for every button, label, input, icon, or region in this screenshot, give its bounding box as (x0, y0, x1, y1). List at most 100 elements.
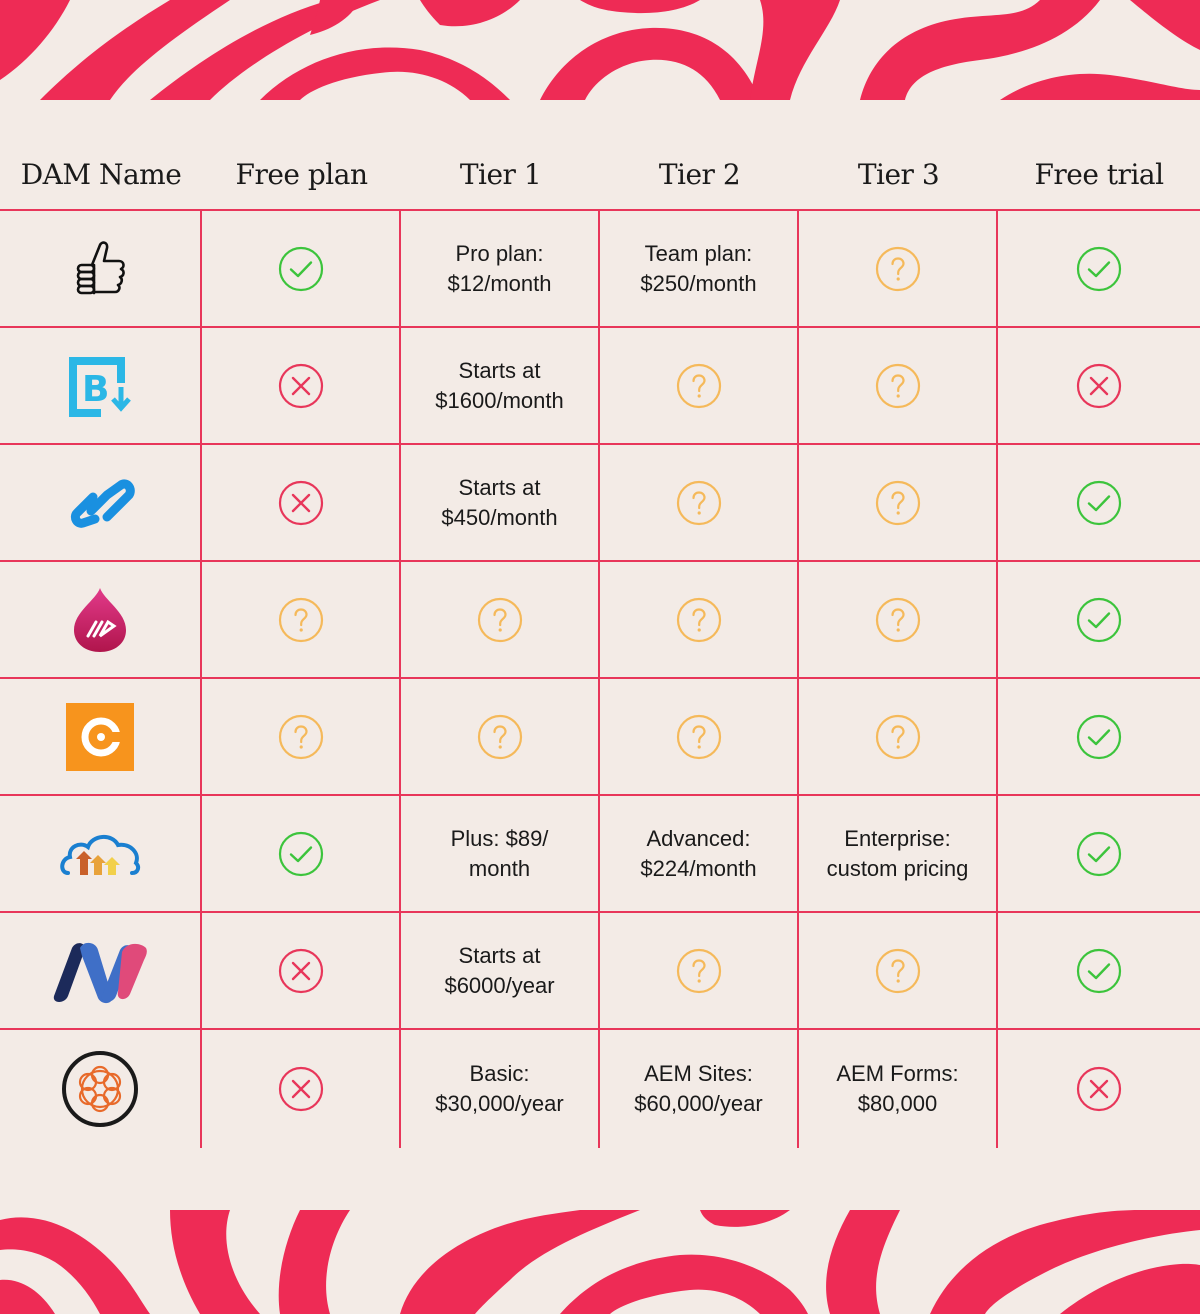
header-dam-name: DAM Name (0, 140, 202, 211)
question-circle-icon (477, 714, 522, 759)
check-circle-icon (1076, 714, 1122, 759)
check-circle-icon (1076, 948, 1122, 993)
table-cell-dam-name (0, 679, 202, 796)
table-cell-free-plan (202, 679, 401, 796)
table-cell-tier-2 (600, 913, 799, 1030)
check-circle-icon (1076, 831, 1122, 876)
table-cell-dam-name (0, 562, 202, 679)
table-cell-tier-1: Pro plan: $12/month (401, 211, 600, 328)
question-circle-icon (875, 480, 920, 525)
x-circle-icon (278, 1066, 323, 1112)
header-free-plan: Free plan (202, 140, 401, 211)
question-circle-icon (875, 714, 920, 759)
thumbs-up-logo (76, 240, 125, 294)
table-cell-tier-1: Starts at $450/month (401, 445, 600, 562)
table-cell-free-plan (202, 1030, 401, 1148)
blue-link-logo (70, 479, 135, 528)
table-cell-dam-name (0, 913, 202, 1030)
table-cell-tier-3 (799, 679, 998, 796)
zebra-stripe-band-top (0, 0, 1200, 100)
table-cell-dam-name (0, 1030, 202, 1148)
table-cell-free-trial (998, 328, 1200, 445)
price-text: AEM Sites: $60,000/year (634, 1061, 763, 1116)
check-circle-icon (1076, 597, 1122, 642)
question-circle-icon (676, 948, 721, 993)
question-circle-icon (875, 246, 920, 291)
check-circle-icon (278, 831, 323, 876)
header-tier-1: Tier 1 (401, 140, 600, 211)
question-circle-icon (278, 597, 323, 642)
table-cell-dam-name: B (0, 328, 202, 445)
x-circle-icon (278, 948, 323, 993)
question-circle-icon (676, 597, 721, 642)
table-cell-free-trial (998, 913, 1200, 1030)
header-free-trial: Free trial (998, 140, 1200, 211)
magenta-drop-logo (74, 587, 126, 652)
table-cell-tier-2 (600, 562, 799, 679)
orange-c-logo (66, 702, 134, 771)
x-circle-icon (278, 480, 323, 525)
table-cell-free-plan (202, 328, 401, 445)
table-cell-tier-2: Advanced: $224/month (600, 796, 799, 913)
mw-logo (53, 942, 147, 1003)
table-cell-tier-3 (799, 913, 998, 1030)
table-cell-free-plan (202, 913, 401, 1030)
table-cell-free-trial (998, 445, 1200, 562)
question-circle-icon (278, 714, 323, 759)
price-text: Plus: $89/ month (450, 825, 549, 881)
header-tier-2: Tier 2 (600, 140, 799, 211)
price-text: Starts at $6000/year (444, 942, 555, 998)
table-cell-tier-2 (600, 328, 799, 445)
x-circle-icon (1076, 1066, 1122, 1112)
price-text: Advanced: $224/month (640, 825, 757, 881)
zebra-stripe-band-bottom (0, 1210, 1200, 1314)
price-text: Basic: $30,000/year (435, 1061, 564, 1116)
svg-text:B: B (82, 369, 109, 410)
price-text: Team plan: $250/month (640, 240, 757, 296)
table-cell-free-trial (998, 796, 1200, 913)
table-cell-dam-name (0, 796, 202, 913)
price-text: AEM Forms: $80,000 (836, 1061, 959, 1116)
table-cell-dam-name (0, 445, 202, 562)
table-cell-tier-3 (799, 328, 998, 445)
table-cell-tier-1: Plus: $89/ month (401, 796, 600, 913)
question-circle-icon (676, 714, 721, 759)
check-circle-icon (1076, 480, 1122, 525)
table-cell-free-trial (998, 679, 1200, 796)
table-cell-free-plan (202, 445, 401, 562)
x-circle-icon (1076, 363, 1122, 408)
table-cell-tier-3: AEM Forms: $80,000 (799, 1030, 998, 1148)
question-circle-icon (875, 363, 920, 408)
table-cell-free-plan (202, 562, 401, 679)
table-cell-tier-3 (799, 445, 998, 562)
table-cell-tier-2: AEM Sites: $60,000/year (600, 1030, 799, 1148)
check-circle-icon (1076, 246, 1122, 291)
table-cell-tier-3 (799, 562, 998, 679)
table-cell-free-trial (998, 1030, 1200, 1148)
price-text: Starts at $450/month (441, 474, 558, 530)
price-text: Pro plan: $12/month (447, 240, 552, 296)
table-cell-free-trial (998, 562, 1200, 679)
question-circle-icon (477, 597, 522, 642)
table-cell-tier-1: Starts at $1600/month (401, 328, 600, 445)
table-cell-tier-1: Starts at $6000/year (401, 913, 600, 1030)
table-cell-tier-1 (401, 679, 600, 796)
cloud-upload-logo (60, 834, 141, 875)
question-circle-icon (676, 363, 721, 408)
b-download-logo: B (69, 356, 131, 417)
x-circle-icon (278, 363, 323, 408)
price-text: Enterprise: custom pricing (826, 825, 969, 881)
table-cell-free-plan (202, 211, 401, 328)
table-cell-tier-1 (401, 562, 600, 679)
check-circle-icon (278, 246, 323, 291)
table-cell-tier-3 (799, 211, 998, 328)
table-cell-tier-2 (600, 445, 799, 562)
pricing-comparison-table: DAM Name Free plan Tier 1 Tier 2 Tier 3 Free … (0, 140, 1200, 1148)
circle-ring-logo (62, 1051, 138, 1127)
header-tier-3: Tier 3 (799, 140, 998, 211)
question-circle-icon (875, 948, 920, 993)
table-cell-free-plan (202, 796, 401, 913)
table-cell-free-trial (998, 211, 1200, 328)
table-cell-dam-name (0, 211, 202, 328)
question-circle-icon (875, 597, 920, 642)
